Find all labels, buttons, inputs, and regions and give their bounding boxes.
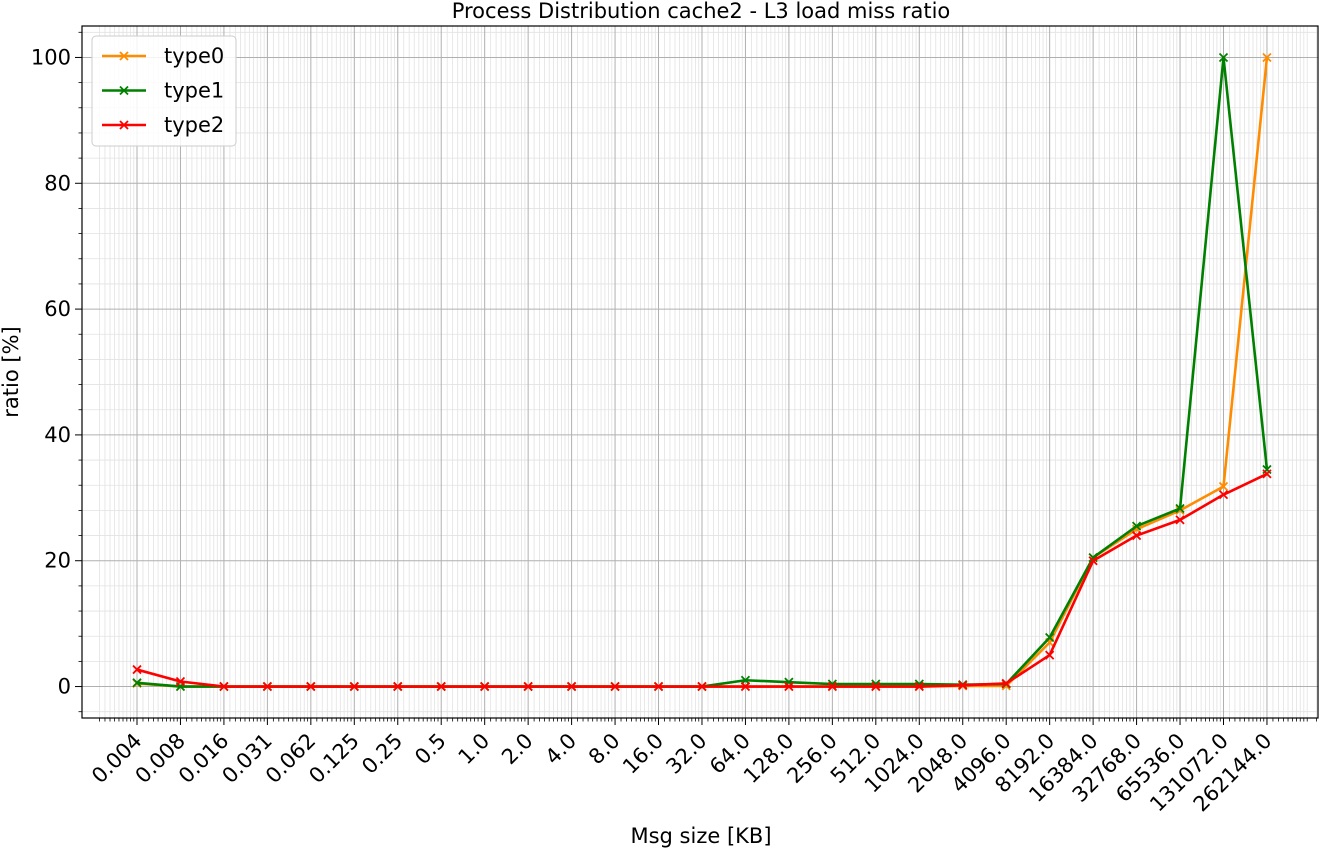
data-point-type2 bbox=[1045, 650, 1055, 660]
y-tick-label: 80 bbox=[44, 171, 71, 195]
data-point-type2 bbox=[306, 681, 316, 692]
legend: type0 type1 type2 bbox=[91, 35, 237, 147]
data-point-type1 bbox=[1131, 521, 1142, 531]
legend-entry-type1: type1 bbox=[102, 79, 224, 103]
data-point-type2 bbox=[697, 681, 707, 692]
data-point-type2 bbox=[1218, 490, 1229, 500]
data-point-type2 bbox=[784, 681, 794, 692]
data-point-type2 bbox=[958, 680, 968, 690]
legend-marker bbox=[119, 120, 129, 130]
data-point-type1 bbox=[1045, 632, 1055, 643]
legend-box bbox=[91, 35, 237, 147]
data-point-type2 bbox=[132, 664, 142, 675]
series-type2 bbox=[132, 469, 1272, 692]
plot-frame bbox=[81, 25, 1319, 719]
y-tick-label: 40 bbox=[44, 423, 71, 447]
legend-marker bbox=[119, 51, 129, 61]
x-tick-label: 1.0 bbox=[454, 729, 495, 770]
data-point-type2 bbox=[480, 681, 490, 692]
data-point-type1 bbox=[1218, 52, 1229, 63]
data-point-type2 bbox=[1175, 515, 1185, 525]
y-tick-label: 20 bbox=[44, 549, 71, 573]
data-point-type2 bbox=[393, 681, 403, 692]
x-tick-label: 0.25 bbox=[357, 729, 407, 779]
legend-entry-type2: type2 bbox=[102, 113, 224, 137]
x-tick-label: 16.0 bbox=[618, 729, 668, 779]
data-point-type2 bbox=[610, 681, 620, 692]
legend-label: type2 bbox=[164, 113, 224, 137]
data-point-type2 bbox=[740, 681, 751, 692]
data-point-type2 bbox=[827, 681, 837, 692]
data-point-type1 bbox=[132, 678, 142, 688]
x-tick-label: 2.0 bbox=[497, 729, 538, 770]
x-tick-label: 0.5 bbox=[410, 729, 451, 770]
data-point-type2 bbox=[653, 681, 664, 692]
y-tick-label: 0 bbox=[58, 675, 71, 699]
y-tick-label: 100 bbox=[31, 45, 71, 69]
data-point-type2 bbox=[1001, 678, 1011, 689]
data-point-type2 bbox=[523, 681, 533, 692]
x-axis-label: Msg size [KB] bbox=[630, 824, 771, 848]
chart-title: Process Distribution cache2 - L3 load mi… bbox=[452, 0, 951, 23]
data-point-type2 bbox=[871, 681, 881, 692]
data-point-type0 bbox=[1218, 481, 1229, 492]
data-point-type2 bbox=[1262, 469, 1272, 479]
legend-marker bbox=[119, 85, 129, 96]
data-point-type0 bbox=[1262, 52, 1272, 63]
data-point-type2 bbox=[1088, 556, 1098, 566]
data-point-type2 bbox=[262, 681, 273, 692]
legend-entry-type0: type0 bbox=[102, 44, 224, 68]
x-tick-label: 32.0 bbox=[661, 729, 711, 779]
data-point-type2 bbox=[914, 681, 924, 692]
series-layer bbox=[132, 52, 1272, 692]
y-tick-label: 60 bbox=[44, 297, 71, 321]
y-axis-label: ratio [%] bbox=[0, 326, 23, 417]
data-point-type0 bbox=[1175, 505, 1185, 516]
grid bbox=[82, 26, 1318, 718]
data-point-type2 bbox=[566, 681, 577, 692]
data-point-type1 bbox=[1175, 503, 1185, 514]
legend-label: type1 bbox=[164, 79, 224, 103]
data-point-type2 bbox=[1131, 530, 1142, 541]
data-point-type2 bbox=[175, 676, 186, 687]
data-point-type2 bbox=[219, 681, 229, 692]
legend-label: type0 bbox=[164, 44, 224, 68]
x-tick-label: 4.0 bbox=[541, 729, 582, 770]
data-point-type2 bbox=[349, 681, 359, 692]
data-point-type2 bbox=[436, 681, 446, 692]
x-tick-label: 0.125 bbox=[304, 729, 363, 788]
